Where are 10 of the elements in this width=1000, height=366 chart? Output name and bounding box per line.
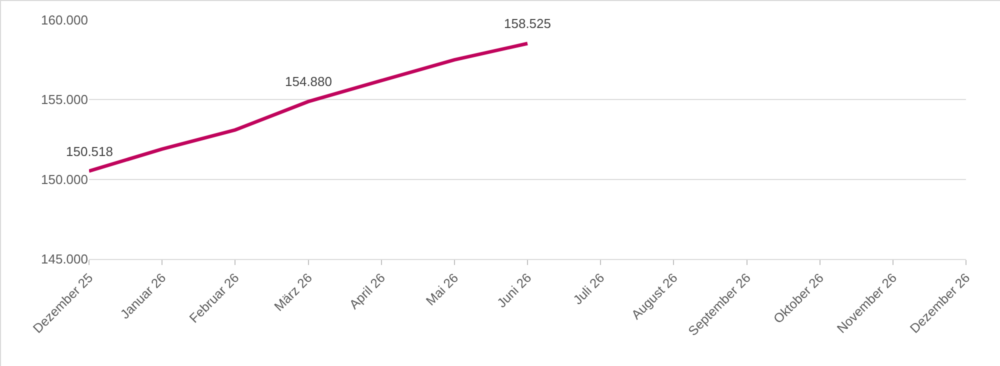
x-tick-label: Juli 26 <box>570 270 608 308</box>
x-tick-label: Mai 26 <box>422 270 462 308</box>
y-tick-label: 150.000 <box>41 172 88 187</box>
y-tick-label: 155.000 <box>41 92 88 108</box>
data-label: 158.525 <box>504 16 551 31</box>
x-tick-label: Juni 26 <box>494 270 534 310</box>
data-label: 154.880 <box>285 74 332 89</box>
y-tick-label: 145.000 <box>41 252 88 267</box>
data-label: 150.518 <box>66 144 113 159</box>
y-tick-label: 160.000 <box>41 12 88 28</box>
